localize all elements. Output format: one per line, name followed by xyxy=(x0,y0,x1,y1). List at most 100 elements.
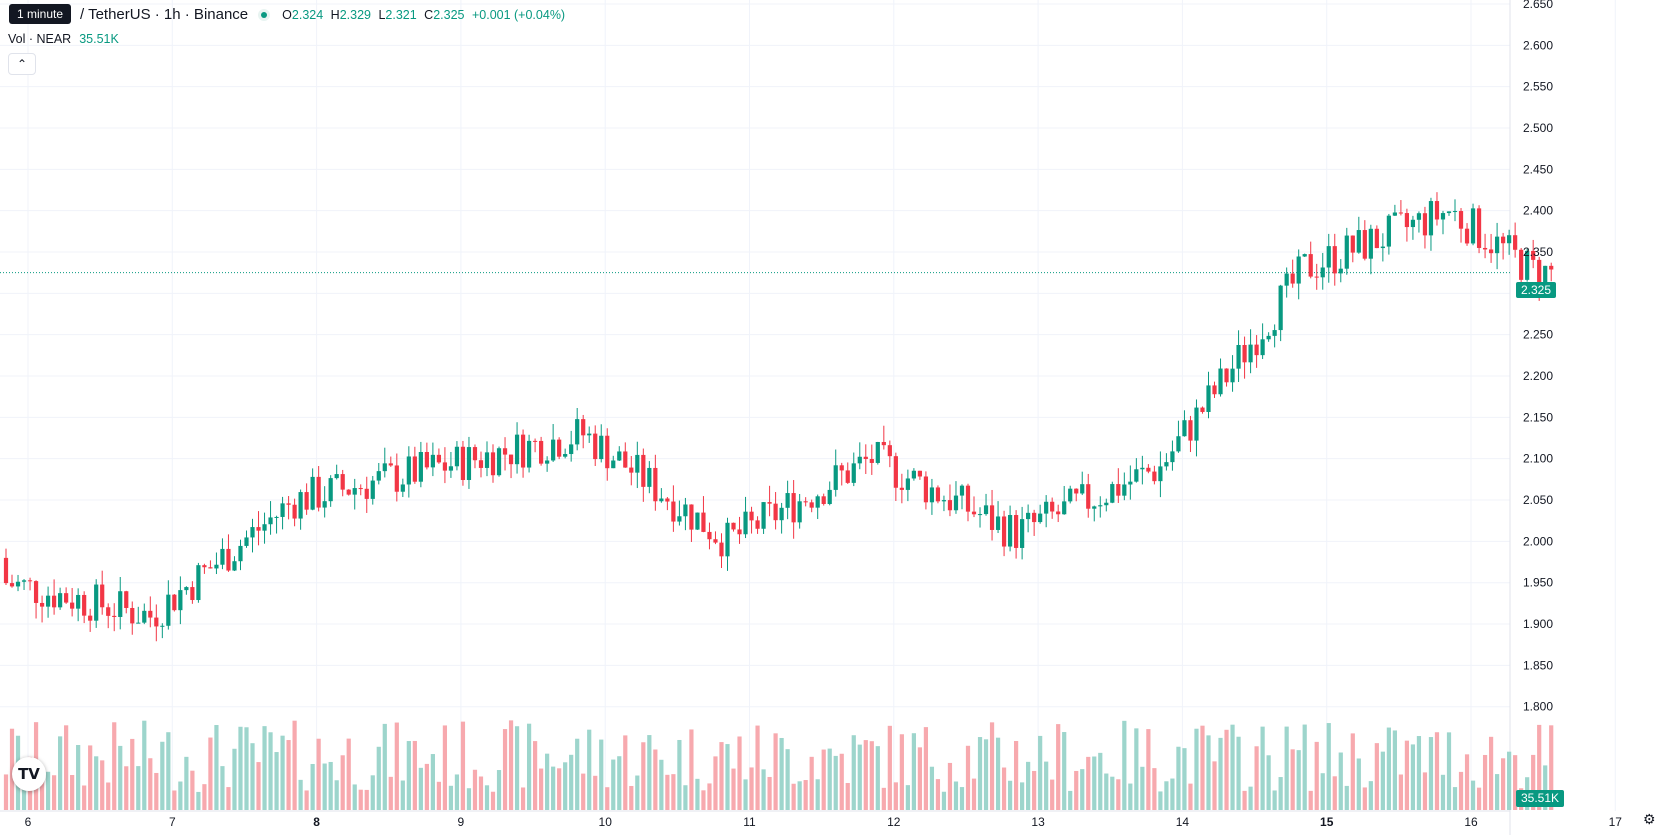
volume-bar xyxy=(1230,724,1235,810)
candle-body xyxy=(563,454,568,457)
candle-body xyxy=(731,522,736,530)
volume-bar xyxy=(695,778,700,810)
volume-bar xyxy=(280,735,285,810)
volume-bar xyxy=(635,775,640,810)
candle-body xyxy=(881,441,886,446)
volume-bar xyxy=(436,781,442,810)
candle-body xyxy=(1200,407,1205,412)
candle-body xyxy=(70,602,75,609)
candle-body xyxy=(316,476,321,508)
candle-body xyxy=(448,466,454,471)
candle-body xyxy=(424,452,429,468)
volume-bar xyxy=(1507,751,1512,810)
candle-body xyxy=(208,567,213,569)
candle-body xyxy=(526,440,532,468)
candle-body xyxy=(845,470,850,483)
candle-body xyxy=(478,460,484,468)
candle-body xyxy=(1356,230,1361,253)
volume-bar xyxy=(1044,761,1049,810)
volume-bar xyxy=(839,753,844,810)
candle-body xyxy=(1464,228,1470,244)
tradingview-logo[interactable]: TV xyxy=(12,757,46,791)
volume-bar xyxy=(1494,774,1500,810)
volume-bar xyxy=(917,747,923,810)
candle-body xyxy=(683,504,688,517)
candle-body xyxy=(1206,385,1211,412)
candle-body xyxy=(9,583,15,587)
volume-bar xyxy=(496,770,502,810)
candle-body xyxy=(1284,273,1289,286)
candle-body xyxy=(857,456,862,464)
volume-bar xyxy=(953,781,959,810)
candle-body xyxy=(599,435,604,460)
volume-bar xyxy=(971,778,977,810)
volume-bar xyxy=(797,781,802,810)
candle-body xyxy=(352,488,357,495)
volume-bar xyxy=(809,756,814,810)
candle-body xyxy=(1513,235,1518,250)
candle-body xyxy=(1128,481,1133,485)
volume-bar xyxy=(1362,787,1367,810)
volume-bar xyxy=(39,778,45,810)
candle-body xyxy=(154,617,159,627)
candle-body xyxy=(1549,265,1554,270)
volume-bar xyxy=(551,766,556,810)
volume-bar xyxy=(989,722,995,810)
volume-bar xyxy=(1074,770,1079,810)
candle-body xyxy=(671,501,676,522)
volume-bar xyxy=(743,779,748,810)
candle-body xyxy=(1314,276,1319,278)
candle-body xyxy=(797,501,802,523)
candle-body xyxy=(1146,467,1151,472)
volume-bar xyxy=(761,769,766,810)
volume-bar xyxy=(599,739,604,810)
symbol-title[interactable]: / TetherUS · 1h · Binance xyxy=(80,6,249,23)
volume-bar xyxy=(857,744,862,810)
price-axis-label: 2.000 xyxy=(1523,534,1553,548)
candle-body xyxy=(1116,484,1121,496)
candle-body xyxy=(623,451,628,468)
volume-bar xyxy=(1152,768,1157,810)
volume-bar xyxy=(490,791,496,810)
price-axis-label: 1.900 xyxy=(1523,617,1553,631)
candle-body xyxy=(767,502,772,504)
candle-body xyxy=(148,610,153,618)
candle-body xyxy=(545,460,550,464)
candle-body xyxy=(112,615,117,617)
candle-body xyxy=(508,454,514,465)
candle-body xyxy=(761,502,766,529)
volume-bar xyxy=(376,746,381,810)
volume-bar xyxy=(526,723,532,810)
candle-body xyxy=(1038,513,1043,523)
candle-body xyxy=(244,537,249,546)
volume-bar xyxy=(929,766,935,810)
candle-body xyxy=(382,463,387,472)
candle-body xyxy=(1507,235,1512,244)
volume-bar xyxy=(142,720,147,810)
candle-body xyxy=(94,584,99,621)
candle-body xyxy=(677,516,682,522)
volume-bar xyxy=(545,753,550,810)
collapse-legend-button[interactable]: ⌃ xyxy=(8,53,36,75)
candle-body xyxy=(1062,501,1067,515)
candle-body xyxy=(376,471,381,481)
volume-bar xyxy=(689,729,694,810)
candle-body xyxy=(941,500,947,502)
ohlc-values: O2.324 H2.329 L2.321 C2.325 +0.001 (+0.0… xyxy=(282,7,566,22)
candle-body xyxy=(340,474,345,490)
candle-body xyxy=(893,456,898,488)
volume-bar xyxy=(593,775,598,810)
candle-body xyxy=(214,564,219,569)
settings-gear-icon[interactable]: ⚙ xyxy=(1643,811,1656,827)
candle-body xyxy=(430,454,435,468)
volume-bar xyxy=(448,785,454,810)
volume-bar xyxy=(454,774,460,810)
volume-bar xyxy=(3,774,9,810)
candle-body xyxy=(328,478,333,502)
volume-bar xyxy=(647,735,652,810)
volume-bar xyxy=(328,761,333,810)
volume-bar xyxy=(124,766,129,810)
volume-bar xyxy=(1248,786,1253,810)
candle-body xyxy=(1470,208,1476,244)
